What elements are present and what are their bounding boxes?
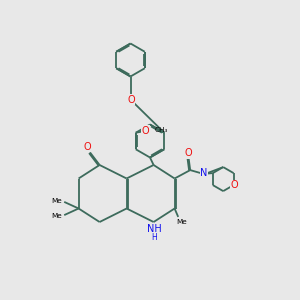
Text: NH: NH <box>147 224 162 235</box>
Text: O: O <box>127 94 135 105</box>
Text: O: O <box>83 142 91 152</box>
Text: O: O <box>142 126 149 136</box>
Text: O: O <box>185 148 193 158</box>
Text: Me: Me <box>51 198 62 204</box>
Text: N: N <box>200 168 208 178</box>
Text: O: O <box>230 180 238 190</box>
Text: Me: Me <box>51 213 62 219</box>
Text: H: H <box>151 232 157 242</box>
Text: CH₃: CH₃ <box>155 127 168 133</box>
Text: Me: Me <box>176 219 187 225</box>
